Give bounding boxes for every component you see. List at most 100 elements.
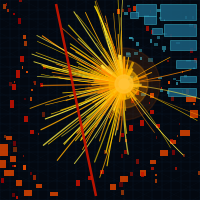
- Bar: [4, 135, 6, 138]
- Bar: [129, 37, 132, 39]
- Bar: [160, 4, 196, 20]
- Bar: [33, 81, 34, 83]
- Bar: [149, 102, 150, 104]
- Bar: [129, 125, 133, 131]
- Bar: [13, 147, 17, 152]
- Bar: [30, 97, 32, 101]
- Bar: [31, 89, 33, 91]
- Bar: [30, 172, 32, 175]
- Bar: [127, 5, 130, 7]
- Bar: [186, 96, 196, 102]
- Bar: [193, 103, 195, 105]
- Bar: [158, 77, 162, 79]
- Bar: [160, 150, 168, 156]
- Bar: [6, 3, 7, 6]
- Bar: [163, 33, 167, 35]
- Bar: [182, 71, 183, 73]
- Bar: [193, 67, 195, 69]
- Bar: [4, 170, 14, 176]
- Bar: [40, 83, 43, 87]
- Bar: [170, 139, 173, 144]
- Bar: [124, 150, 127, 154]
- Bar: [141, 172, 144, 177]
- Bar: [150, 93, 154, 98]
- Bar: [26, 71, 28, 73]
- Bar: [177, 135, 178, 137]
- Bar: [119, 182, 123, 187]
- Bar: [176, 60, 196, 68]
- Bar: [125, 139, 127, 142]
- Bar: [24, 190, 32, 196]
- Bar: [194, 58, 197, 63]
- Bar: [175, 167, 177, 170]
- Bar: [157, 36, 160, 39]
- Bar: [176, 80, 181, 81]
- Bar: [16, 70, 20, 78]
- Bar: [22, 66, 23, 69]
- Bar: [136, 159, 139, 164]
- Bar: [173, 78, 176, 80]
- Bar: [130, 172, 133, 176]
- Bar: [34, 81, 36, 85]
- Bar: [110, 184, 116, 190]
- Bar: [16, 180, 22, 186]
- Bar: [172, 150, 175, 155]
- Bar: [119, 60, 121, 63]
- Bar: [42, 112, 45, 117]
- Bar: [198, 171, 200, 175]
- Bar: [182, 90, 183, 94]
- Bar: [120, 176, 128, 182]
- Bar: [136, 85, 141, 87]
- Bar: [179, 123, 180, 125]
- Bar: [127, 85, 129, 88]
- Bar: [114, 46, 115, 48]
- Bar: [23, 165, 26, 170]
- Bar: [19, 0, 22, 2]
- Circle shape: [115, 75, 133, 93]
- Bar: [151, 167, 154, 170]
- Bar: [33, 175, 36, 180]
- Bar: [163, 50, 165, 52]
- Bar: [139, 49, 142, 52]
- Bar: [88, 176, 92, 180]
- Bar: [14, 165, 16, 167]
- Bar: [160, 89, 163, 92]
- Bar: [164, 19, 165, 21]
- Bar: [150, 110, 154, 114]
- Circle shape: [119, 79, 129, 89]
- Bar: [130, 12, 138, 18]
- Bar: [167, 91, 170, 94]
- Bar: [150, 39, 152, 43]
- Bar: [150, 10, 151, 13]
- Bar: [121, 133, 124, 137]
- Bar: [10, 156, 16, 162]
- Bar: [125, 80, 130, 83]
- Bar: [148, 58, 153, 62]
- Bar: [180, 130, 190, 136]
- Bar: [126, 52, 130, 55]
- Bar: [104, 150, 107, 154]
- Bar: [43, 65, 46, 69]
- Bar: [132, 38, 134, 41]
- Bar: [20, 56, 24, 62]
- Bar: [23, 35, 26, 39]
- Bar: [159, 17, 162, 19]
- Bar: [12, 84, 16, 90]
- Bar: [171, 96, 174, 101]
- Bar: [134, 52, 138, 55]
- Bar: [0, 144, 8, 156]
- Bar: [186, 60, 191, 62]
- Bar: [14, 81, 15, 83]
- Bar: [168, 88, 196, 96]
- Bar: [140, 120, 144, 126]
- Bar: [161, 87, 162, 89]
- Bar: [131, 98, 134, 103]
- Bar: [167, 60, 169, 62]
- Bar: [190, 110, 198, 118]
- Bar: [192, 16, 194, 19]
- Bar: [136, 90, 139, 95]
- Bar: [154, 43, 158, 46]
- Bar: [24, 116, 28, 122]
- Bar: [183, 154, 185, 157]
- Bar: [140, 57, 142, 60]
